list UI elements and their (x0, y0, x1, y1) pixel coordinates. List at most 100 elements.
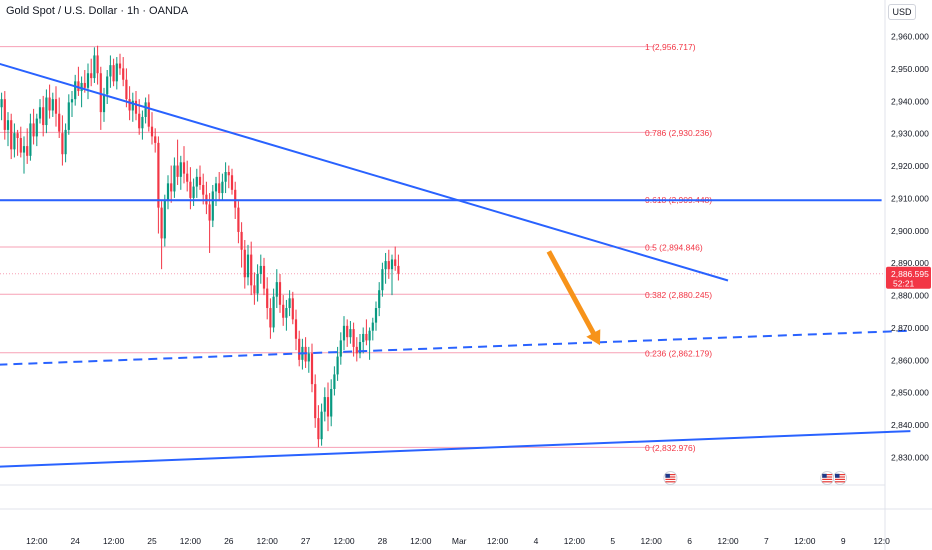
candle (80, 82, 83, 92)
candle (128, 99, 131, 111)
flag-stripe (665, 478, 676, 480)
candle (163, 199, 166, 239)
time-tick-label: 12:00 (487, 536, 509, 546)
candle (275, 282, 278, 297)
time-tick-label: 12:00 (641, 536, 663, 546)
candle (288, 298, 291, 309)
time-tick-label: 12:00 (333, 536, 355, 546)
candle (93, 55, 96, 79)
us-event-flag-icon (820, 471, 835, 485)
candle (355, 346, 358, 354)
time-tick-label: 12:00 (103, 536, 125, 546)
event-flag-border (663, 471, 678, 485)
currency-selector[interactable]: USD (888, 4, 916, 20)
candle (179, 162, 182, 177)
current-price-value: 2,886.595 (891, 269, 929, 279)
candle (320, 411, 323, 440)
fib-level-label: 0.382 (2,880.245) (645, 290, 712, 300)
flag-stripe (835, 478, 845, 480)
candle (371, 322, 374, 331)
price-tick-label: 2,890.000 (891, 258, 929, 268)
time-tick-label: 25 (147, 536, 157, 546)
candle (298, 338, 301, 360)
flag-canton (822, 473, 827, 478)
flag-stripe (822, 474, 833, 476)
candle (358, 342, 362, 354)
candle (294, 319, 298, 339)
candle (83, 82, 86, 88)
time-tick-label: 12:00 (794, 536, 816, 546)
price-tick-label: 2,940.000 (891, 96, 929, 106)
candle (141, 116, 144, 129)
trendline-rising-support (0, 430, 911, 468)
candle (349, 329, 352, 338)
candle (166, 183, 170, 200)
candle (374, 308, 378, 323)
candle (102, 94, 106, 113)
fib-level-label: 0 (2,832.976) (645, 443, 696, 453)
candle (211, 191, 214, 221)
candle (336, 356, 339, 375)
candle (67, 102, 70, 130)
candle (122, 68, 125, 80)
candle (32, 123, 35, 137)
candle (282, 304, 285, 318)
candle (29, 123, 32, 156)
candle (74, 81, 77, 100)
candle (26, 146, 29, 156)
candle (227, 172, 230, 176)
candle (246, 254, 250, 278)
price-tick-label: 2,870.000 (891, 323, 929, 333)
time-tick-label: 24 (70, 536, 80, 546)
chart-title[interactable]: Gold Spot / U.S. Dollar · 1h · OANDA (6, 5, 189, 17)
price-tick-label: 2,860.000 (891, 355, 929, 365)
current-price-tag (886, 266, 931, 289)
flag-stripe (835, 476, 845, 478)
candle (307, 353, 310, 362)
candle (6, 120, 10, 130)
time-tick-label: 5 (610, 536, 615, 546)
price-tick-label: 2,920.000 (891, 161, 929, 171)
candle (272, 296, 275, 328)
candle (314, 384, 317, 419)
candle (381, 269, 384, 291)
fib-level-label: 0.786 (2,930.236) (645, 128, 712, 138)
price-tick-label: 2,950.000 (891, 64, 929, 74)
candle (0, 99, 3, 108)
candle (394, 259, 397, 266)
candle (54, 99, 58, 114)
candle (134, 100, 138, 114)
candle (221, 181, 224, 194)
candle (125, 79, 128, 100)
candle (112, 65, 115, 82)
event-flag-border (820, 471, 835, 485)
candle (170, 183, 173, 192)
candle (240, 231, 243, 250)
price-tick-label: 2,830.000 (891, 453, 929, 463)
us-event-flag-icon (833, 471, 847, 485)
fib-level-label: 0.236 (2,862.179) (645, 348, 712, 358)
candle (291, 298, 294, 320)
us-event-flag-icon (663, 471, 678, 485)
candle (224, 172, 227, 182)
candle (342, 325, 346, 341)
flag-canton (835, 473, 840, 478)
candle (208, 204, 211, 221)
time-tick-label: Mar (452, 536, 467, 546)
candle (64, 129, 67, 155)
price-tick-label: 2,880.000 (891, 291, 929, 301)
candle (237, 207, 240, 232)
candle (61, 133, 64, 155)
fib-level-label: 1 (2,956.717) (645, 42, 696, 52)
candle (96, 55, 99, 74)
candle (22, 146, 26, 153)
candle (333, 374, 336, 389)
candle (16, 133, 19, 139)
time-axis: 12:00 24 12:00 25 12:00 26 12:00 27 12:00 28 12:00… (26, 536, 890, 546)
time-tick-label: 26 (224, 536, 234, 546)
candle (157, 142, 160, 208)
event-flag-border (833, 471, 847, 485)
time-tick-label: 12:00 (717, 536, 739, 546)
